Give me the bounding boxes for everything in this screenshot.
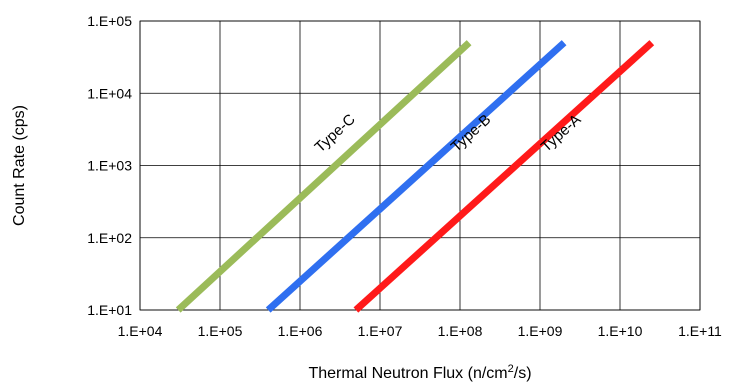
x-tick-label: 1.E+08 — [438, 323, 483, 339]
x-tick-label: 1.E+09 — [518, 323, 563, 339]
x-axis-title-tail: /s) — [514, 365, 532, 382]
x-tick-label: 1.E+07 — [358, 323, 403, 339]
x-tick-labels: 1.E+04 1.E+05 1.E+06 1.E+07 1.E+08 1.E+09 1.E+… — [118, 323, 722, 339]
x-axis-title-main: Thermal Neutron Flux (n/cm — [308, 365, 507, 382]
x-tick-label: 1.E+05 — [198, 323, 243, 339]
x-axis-title-superscript: 2 — [508, 363, 514, 375]
y-tick-label: 1.E+04 — [87, 85, 132, 101]
x-tick-label: 1.E+06 — [278, 323, 323, 339]
series-line-type-a — [353, 40, 655, 313]
series-line-type-c — [175, 40, 472, 313]
y-tick-label: 1.E+01 — [87, 302, 132, 318]
series-label-type-b: Type-B — [448, 111, 495, 155]
x-tick-label: 1.E+04 — [118, 323, 163, 339]
y-tick-label: 1.E+05 — [87, 13, 132, 29]
series-label-type-a: Type-A — [538, 111, 585, 155]
series-layer — [175, 40, 655, 313]
y-tick-labels: 1.E+01 1.E+02 1.E+03 1.E+04 1.E+05 — [87, 13, 132, 318]
x-tick-label: 1.E+11 — [678, 323, 722, 339]
x-axis-title: Thermal Neutron Flux (n/cm2/s) — [308, 363, 531, 382]
y-tick-label: 1.E+03 — [87, 158, 132, 174]
series-line-type-b — [265, 40, 567, 313]
y-axis-title: Count Rate (cps) — [11, 105, 28, 226]
y-tick-label: 1.E+02 — [87, 230, 132, 246]
plot-area — [139, 20, 701, 311]
x-tick-label: 1.E+10 — [598, 323, 643, 339]
